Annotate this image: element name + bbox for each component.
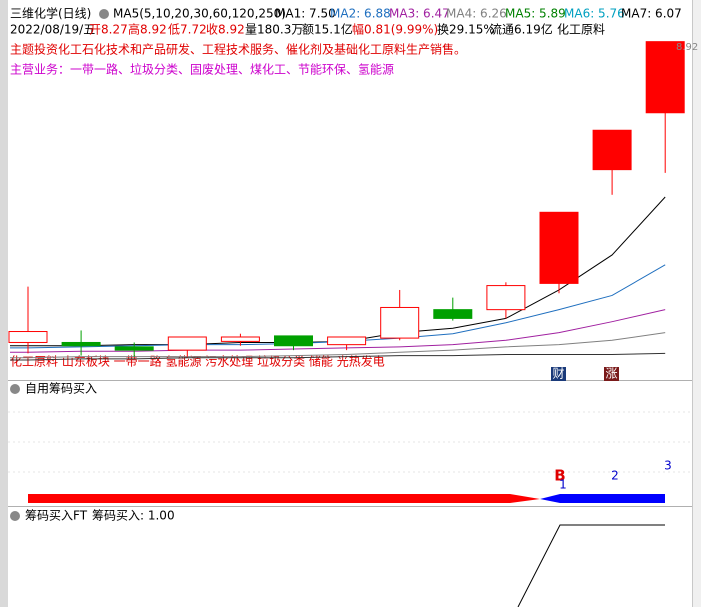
- ft-line: [517, 524, 665, 607]
- ma-line: [10, 332, 666, 359]
- panel3-value: 筹码买入: 1.00: [92, 509, 175, 523]
- badge[interactable]: [604, 367, 619, 381]
- candle-body: [274, 335, 313, 347]
- quote-field: 2022/08/19/五: [10, 23, 95, 37]
- candle-body: [433, 309, 473, 319]
- business-text: 主营业务：一带一路、垃圾分类、固废处理、煤化工、节能环保、氢能源: [10, 62, 394, 77]
- quote-field: 流通6.19亿: [490, 22, 553, 37]
- ma-line: [10, 352, 666, 361]
- quote-field: 收8.92: [206, 23, 245, 37]
- panel3-title: 筹码买入FT: [25, 509, 88, 523]
- ma-line: [10, 309, 666, 353]
- ma-label: MA6: 5.76: [564, 7, 625, 21]
- ma-label: MA7: 6.07: [621, 7, 682, 21]
- ma-params[interactable]: MA5(5,10,20,30,60,120,250): [113, 7, 286, 21]
- stock-title: 三维化学(日线): [10, 6, 91, 21]
- menu-icon[interactable]: [99, 9, 109, 19]
- quote-field: 额15.1亿: [302, 22, 353, 37]
- ma-label: MA4: 6.26: [446, 7, 507, 21]
- quote-field: 量180.3万: [245, 23, 303, 37]
- panel2-title: 自用筹码买入: [25, 382, 97, 396]
- quote-field: 幅0.81(9.99%): [352, 22, 438, 37]
- chip-bar-red: [28, 494, 540, 503]
- concepts-text: 化工原料 山东板块 一带一路 氢能源 污水处理 垃圾分类 储能 光热发电: [10, 354, 385, 369]
- chip-bar-blue: [540, 494, 665, 503]
- candle-body: [486, 285, 526, 311]
- panel-icon[interactable]: [10, 384, 20, 394]
- candle-body: [220, 336, 260, 342]
- badge-text[interactable]: 财: [552, 367, 564, 381]
- ma-label: MA1: 7.50: [275, 7, 336, 21]
- candle-body: [327, 336, 367, 346]
- signal-label: 3: [664, 459, 672, 473]
- quote-field: 换29.15%: [437, 23, 495, 37]
- theme-text: 主题投资化工石化技术和产品研发、工程技术服务、催化剂及基础化工原料生产销售。: [10, 42, 466, 57]
- signal-label: 2: [611, 469, 619, 483]
- candle-body: [380, 306, 420, 339]
- quote-field: 开8.27: [89, 23, 128, 37]
- ma-label: MA3: 6.47: [389, 7, 450, 21]
- panel-icon[interactable]: [10, 511, 20, 521]
- candle-body: [8, 331, 48, 343]
- candle-body: [114, 346, 154, 351]
- right-strip: [693, 0, 701, 607]
- panel2-grid: [8, 411, 692, 473]
- quote-field: 化工原料: [557, 23, 605, 37]
- candle-body: [645, 41, 685, 114]
- ma-label: MA2: 6.88: [330, 7, 391, 21]
- signal-label: 1: [559, 478, 567, 492]
- quote-field: 低7.72: [168, 23, 207, 37]
- candle-body: [167, 336, 207, 351]
- badge[interactable]: [551, 367, 566, 381]
- badge-text[interactable]: 涨: [605, 366, 617, 381]
- candle-body: [592, 129, 632, 171]
- signal-b: B: [554, 467, 565, 485]
- candle-body: [61, 341, 101, 347]
- side-tabs[interactable]: [0, 0, 8, 607]
- quote-field: 高8.92: [128, 22, 167, 37]
- candle-body: [539, 211, 579, 284]
- ma-line: [10, 264, 666, 349]
- high-label: 8.92: [676, 42, 698, 53]
- ma-label: MA5: 5.89: [505, 7, 566, 21]
